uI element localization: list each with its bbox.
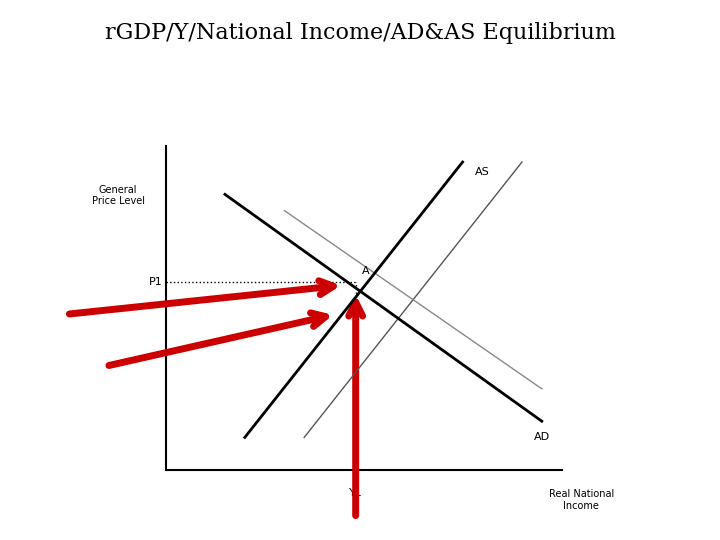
Text: Real National
Income: Real National Income xyxy=(549,489,614,511)
Text: Y1: Y1 xyxy=(348,488,363,498)
Text: A: A xyxy=(361,266,369,276)
Text: P1: P1 xyxy=(149,277,163,287)
Text: rGDP/Y/National Income/AD&AS Equilibrium: rGDP/Y/National Income/AD&AS Equilibrium xyxy=(104,22,616,44)
Text: General
Price Level: General Price Level xyxy=(91,185,145,206)
Text: AD: AD xyxy=(534,433,550,442)
Text: AS: AS xyxy=(474,167,489,177)
